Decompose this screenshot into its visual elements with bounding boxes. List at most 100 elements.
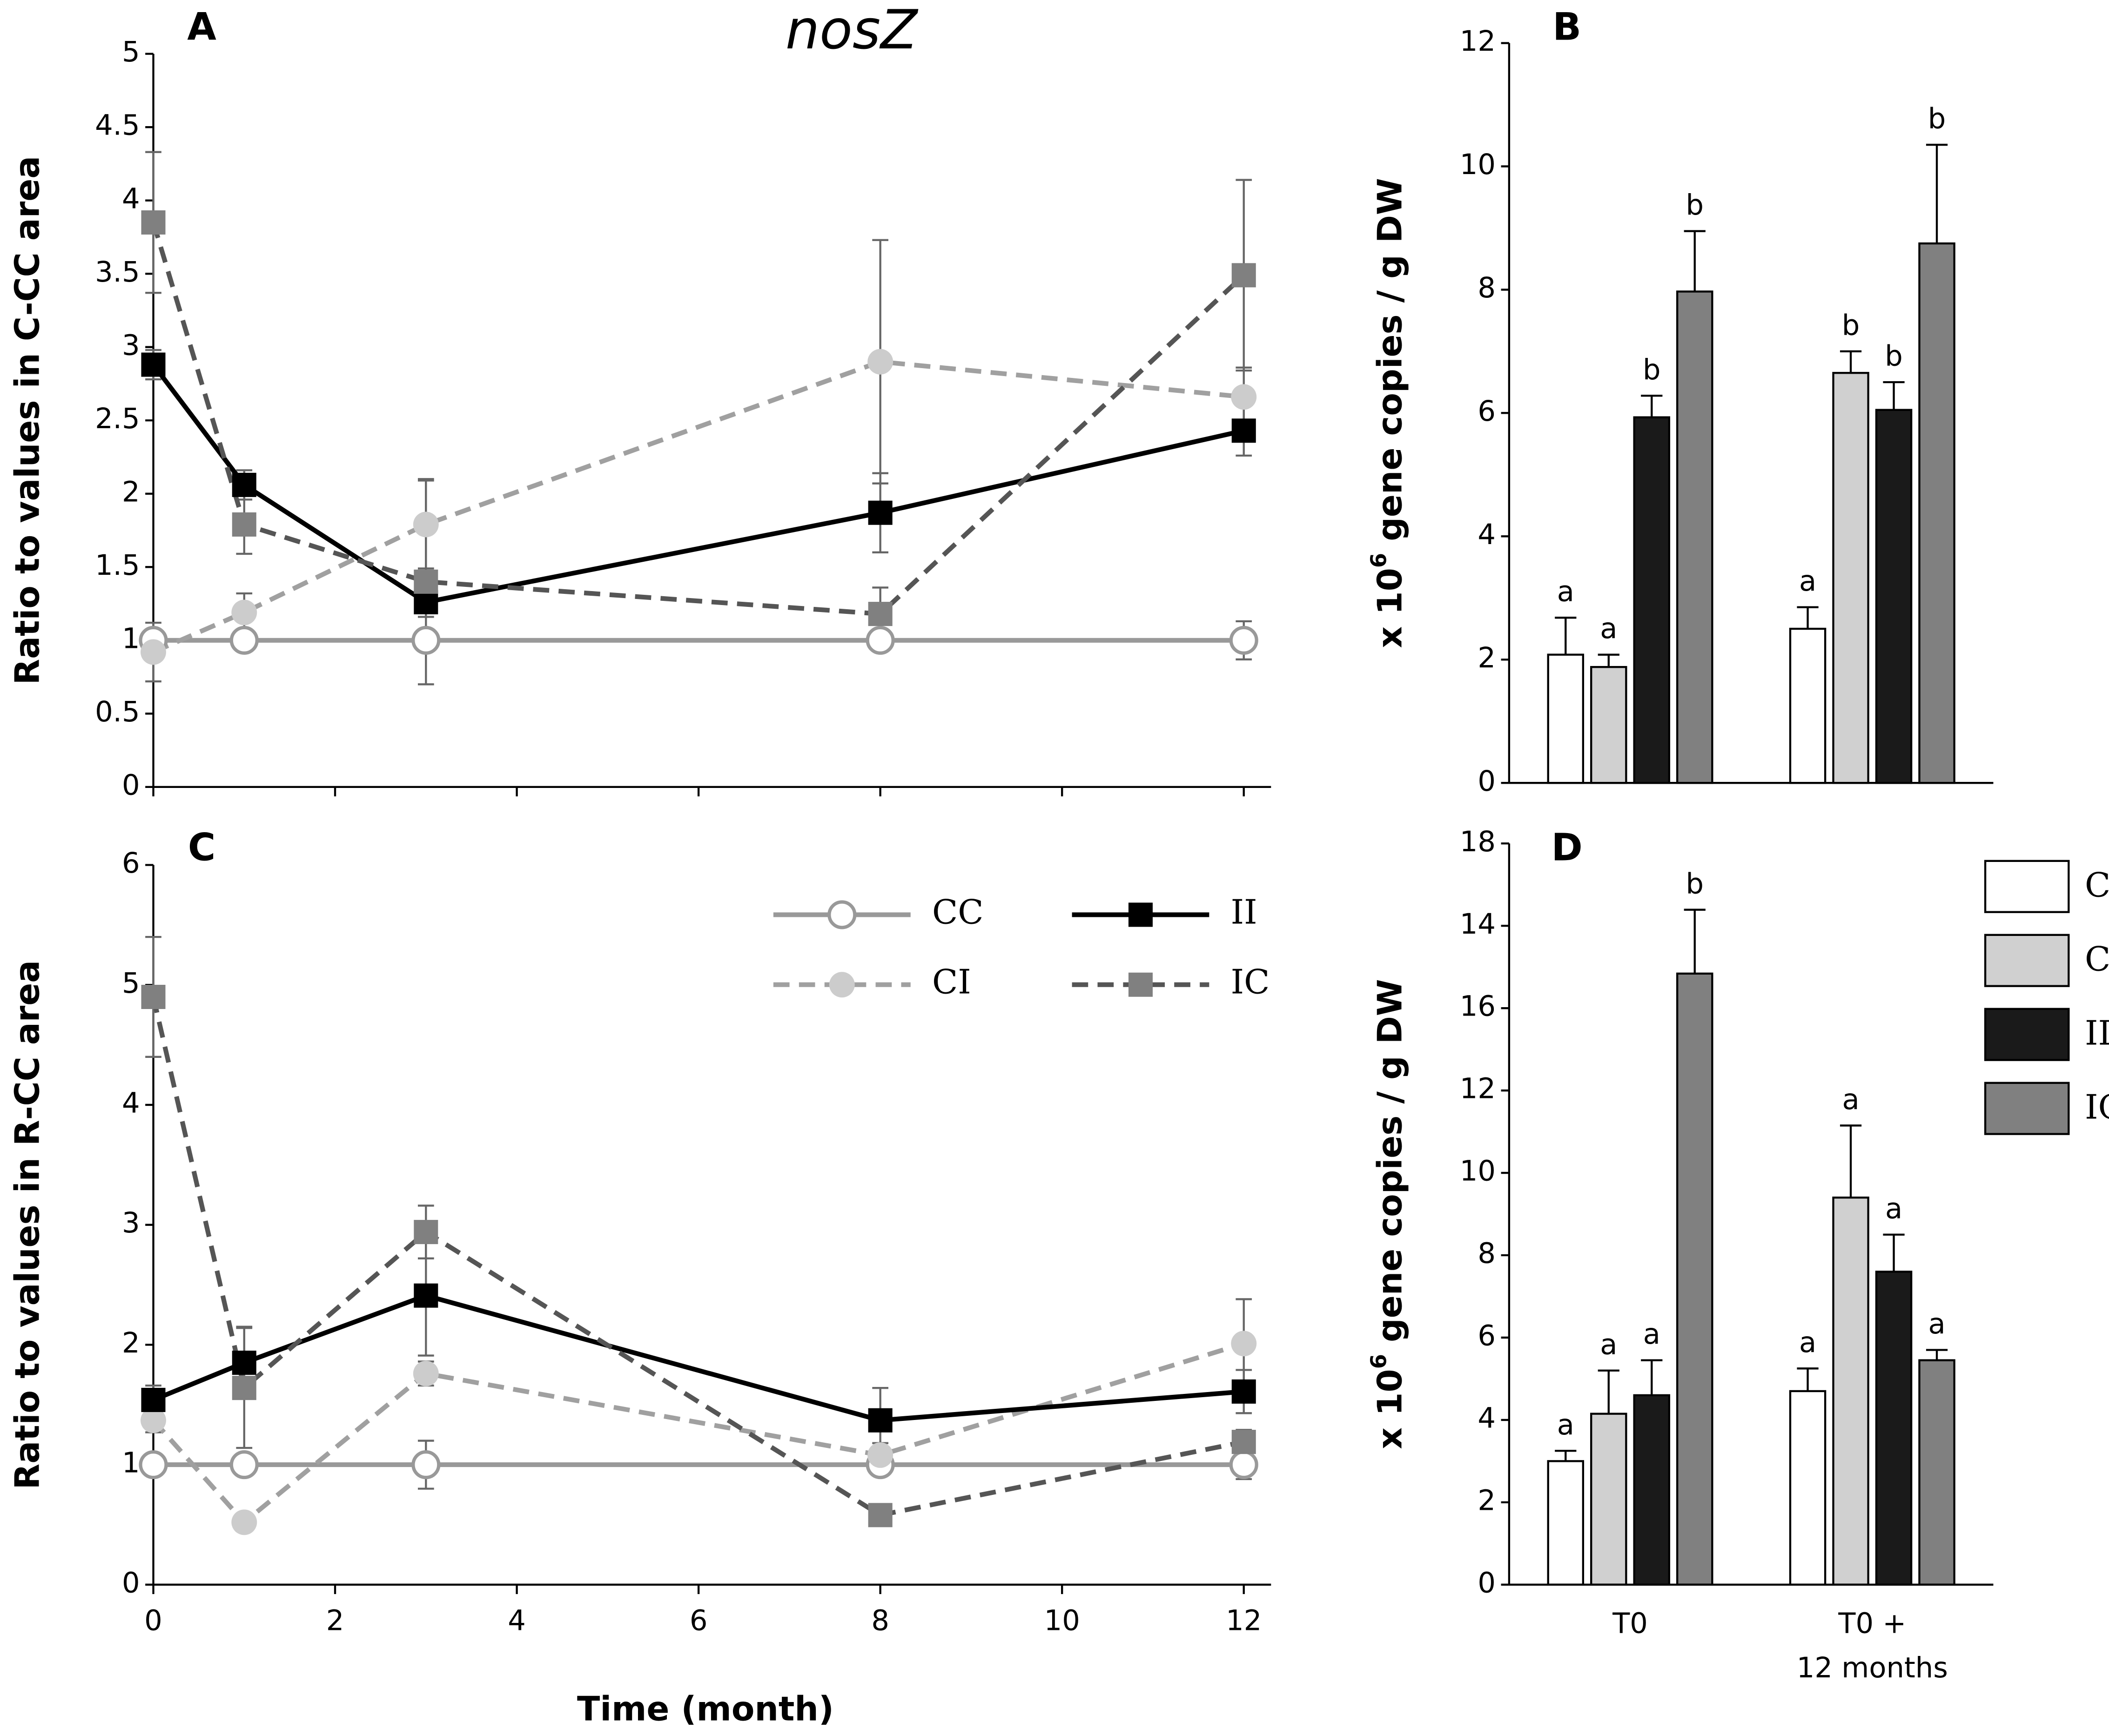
marker: [868, 1503, 893, 1527]
marker: [231, 1509, 257, 1535]
marker: [1231, 384, 1257, 410]
y-axis-label: Ratio to values in C-CC area: [8, 156, 47, 685]
marker: [866, 626, 895, 655]
legend-swatch: [1984, 1082, 2070, 1135]
bar: [1789, 1390, 1827, 1586]
significance-letter: a: [1799, 1326, 1816, 1359]
y-tick-label: 1.5: [95, 549, 140, 582]
significance-letter: a: [1928, 1308, 1945, 1340]
x-tick-label: 0: [144, 1604, 162, 1637]
significance-letter: a: [1799, 565, 1816, 598]
marker: [411, 1450, 441, 1480]
y-tick-label: 4.5: [95, 109, 140, 142]
significance-letter: b: [1885, 340, 1903, 373]
panel-label: B: [1552, 6, 1581, 49]
bar: [1676, 290, 1713, 784]
legend-marker: [827, 900, 857, 929]
y-label-part: x 10: [1370, 1369, 1410, 1449]
error-bar: [1797, 1367, 1819, 1391]
y-tick-label: 1: [122, 622, 140, 655]
marker: [867, 349, 893, 375]
y-tick-label: 4: [1478, 1402, 1496, 1435]
legend-swatch: [1984, 1008, 2070, 1061]
y-axis-label: x 106 gene copies / g DW: [1366, 178, 1410, 648]
y-tick-label: 16: [1460, 990, 1496, 1023]
legend-label: II: [1231, 893, 1257, 932]
x-tick-label: 8: [871, 1604, 889, 1637]
marker: [232, 1376, 256, 1400]
significance-letter: b: [1842, 309, 1860, 342]
legend-marker: [1128, 902, 1153, 927]
marker: [232, 512, 256, 537]
panel-label: A: [187, 6, 216, 49]
y-label-part: gene copies / g DW: [1370, 979, 1410, 1354]
error-bar: [1555, 616, 1577, 655]
bar: [1547, 653, 1585, 784]
error-bar: [1883, 1233, 1905, 1272]
y-tick-label: 0: [122, 1567, 140, 1599]
significance-letter: a: [1842, 1083, 1859, 1116]
bar: [1832, 1196, 1869, 1586]
significance-letter: a: [1557, 576, 1574, 608]
y-tick-label: 2: [122, 1327, 140, 1359]
chart-title: nosZ: [786, 0, 919, 61]
error-bar: [1598, 653, 1619, 667]
bar: [1875, 409, 1913, 784]
y-label-sup: 6: [1366, 553, 1391, 568]
y-tick-label: 6: [122, 847, 140, 880]
series-line: [152, 1293, 1244, 1423]
bar: [1789, 627, 1827, 784]
bar: [1633, 1394, 1671, 1586]
marker: [141, 1387, 166, 1412]
panel-label: D: [1552, 826, 1583, 870]
y-tick-label: 5: [122, 36, 140, 68]
y-tick-label: 18: [1460, 826, 1496, 858]
legend-marker: [829, 972, 855, 998]
y-label-part: gene copies / g DW: [1370, 178, 1410, 553]
y-tick-label: 3: [122, 329, 140, 362]
marker: [1231, 263, 1256, 288]
error-bar: [1684, 230, 1706, 292]
legend-swatch: [1984, 934, 2070, 987]
marker: [141, 1407, 166, 1433]
legend-marker: [1128, 972, 1153, 997]
y-tick-label: 8: [1478, 1238, 1496, 1270]
x-tick-line: T0: [1612, 1607, 1648, 1640]
legend-swatch: [1984, 860, 2070, 913]
marker: [229, 1450, 259, 1480]
significance-letter: b: [1928, 103, 1946, 135]
legend-label: IC: [2085, 1088, 2109, 1127]
x-tick-label: 6: [690, 1604, 708, 1637]
y-tick-label: 0.5: [95, 696, 140, 728]
bar: [1590, 666, 1627, 784]
significance-letter: a: [1600, 1328, 1617, 1361]
marker: [411, 626, 441, 655]
significance-letter: b: [1686, 868, 1704, 900]
x-tick-line: 12 months: [1797, 1651, 1948, 1684]
bar: [1676, 972, 1713, 1586]
y-tick-label: 2: [1478, 642, 1496, 674]
error-bar: [1797, 606, 1819, 629]
marker: [414, 1220, 438, 1245]
x-tick-label: T0 + 12 months: [1797, 1607, 1948, 1684]
legend-label: CC: [2085, 866, 2109, 905]
y-tick-label: 1: [122, 1447, 140, 1480]
error-bar: [1840, 1124, 1862, 1198]
x-tick-label: 2: [326, 1604, 344, 1637]
y-tick-label: 14: [1460, 908, 1496, 941]
significance-letter: b: [1686, 189, 1704, 222]
series-line: [151, 222, 1246, 617]
error-bar: [1840, 350, 1862, 373]
y-tick-label: 5: [122, 967, 140, 1000]
error-bar: [1684, 908, 1706, 974]
marker: [231, 599, 257, 626]
significance-letter: a: [1643, 1318, 1660, 1351]
marker: [413, 1360, 439, 1386]
marker: [141, 210, 166, 235]
y-axis-label: Ratio to values in R-CC area: [8, 960, 47, 1489]
marker: [232, 472, 256, 497]
bar: [1590, 1413, 1627, 1586]
legend-label: IC: [1231, 963, 1270, 1002]
x-tick-line: T0 +: [1838, 1607, 1906, 1640]
y-tick-label: 2.5: [95, 403, 140, 435]
